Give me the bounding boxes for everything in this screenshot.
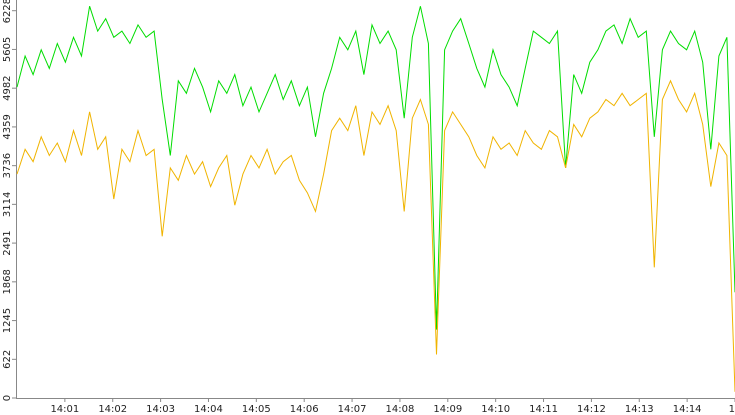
x-tick-label: 14:05 [242, 404, 271, 415]
y-tick-label: 622 [2, 350, 13, 369]
x-tick-label: 14:10 [481, 404, 510, 415]
x-tick-label: 14:01 [50, 404, 79, 415]
x-tick-label: 14:02 [98, 404, 127, 415]
series-line [16, 79, 735, 392]
y-tick-label: 3114 [2, 192, 13, 217]
y-tick-label: 1868 [2, 269, 13, 294]
x-tick-label: 14:04 [194, 404, 223, 415]
x-tick-label: 14:03 [146, 404, 175, 415]
x-tick-label: 14:09 [433, 404, 462, 415]
y-tick-label: 5605 [2, 37, 13, 62]
x-tick-label: 14:07 [338, 404, 367, 415]
x-tick-label: 14:08 [386, 404, 415, 415]
series-line [16, 6, 735, 330]
y-tick-label: 6228 [2, 0, 13, 23]
y-tick-label: 2491 [2, 230, 13, 255]
x-tick-label: 14:11 [529, 404, 558, 415]
x-tick-label: 14:12 [577, 404, 606, 415]
x-tick-label: 14:14 [673, 404, 702, 415]
y-tick-label: 1245 [2, 308, 13, 333]
x-tick-label: 14:06 [290, 404, 319, 415]
x-tick-label: 14:13 [625, 404, 654, 415]
y-tick-label: 4359 [2, 114, 13, 139]
y-tick-label: 3736 [2, 153, 13, 178]
y-tick-label: 4982 [2, 75, 13, 100]
y-tick-label: 0 [2, 395, 13, 401]
x-tick-label: 14 [729, 404, 735, 415]
